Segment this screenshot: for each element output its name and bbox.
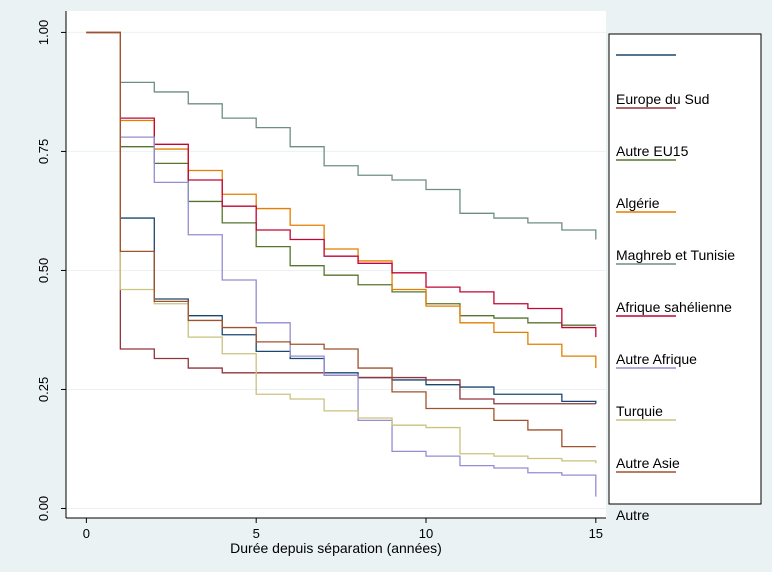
legend-label: Autre Afrique bbox=[616, 351, 697, 367]
y-tick-label: 0.50 bbox=[36, 258, 51, 283]
series-line bbox=[86, 31, 597, 404]
plot-area bbox=[66, 11, 606, 518]
series-line bbox=[86, 31, 596, 326]
legend-label: Autre bbox=[616, 507, 650, 523]
x-tick-label: 10 bbox=[419, 526, 433, 541]
legend-label: Afrique sahélienne bbox=[616, 299, 732, 315]
series-line bbox=[86, 31, 596, 448]
grid bbox=[66, 31, 606, 509]
legend-box bbox=[608, 33, 762, 505]
legend-label: Europe du Sud bbox=[616, 91, 709, 107]
y-tick-label: 0.00 bbox=[36, 496, 51, 521]
series-line bbox=[86, 31, 597, 240]
y-tick-label: 1.00 bbox=[36, 20, 51, 45]
x-ticks: 0 5 10 15 bbox=[83, 518, 603, 541]
x-tick-label: 15 bbox=[589, 526, 603, 541]
legend-label: Autre Asie bbox=[616, 455, 680, 471]
y-tick-label: 0.75 bbox=[36, 139, 51, 164]
x-tick-label: 5 bbox=[253, 526, 260, 541]
series-group bbox=[86, 31, 597, 497]
x-tick-label: 0 bbox=[83, 526, 90, 541]
series-line bbox=[86, 31, 597, 338]
series-line bbox=[86, 31, 597, 497]
y-tick-label: 0.25 bbox=[36, 377, 51, 402]
legend: Europe du Sud Autre EU15 Algérie Maghreb et… bbox=[616, 54, 735, 523]
legend-label: Maghreb et Tunisie bbox=[616, 247, 735, 263]
legend-label: Algérie bbox=[616, 195, 660, 211]
legend-label: Autre EU15 bbox=[616, 143, 689, 159]
x-axis-title: Durée depuis séparation (années) bbox=[230, 540, 442, 556]
legend-label: Turquie bbox=[616, 403, 663, 419]
y-ticks: 0.00 0.25 0.50 0.75 1.00 bbox=[36, 20, 66, 521]
